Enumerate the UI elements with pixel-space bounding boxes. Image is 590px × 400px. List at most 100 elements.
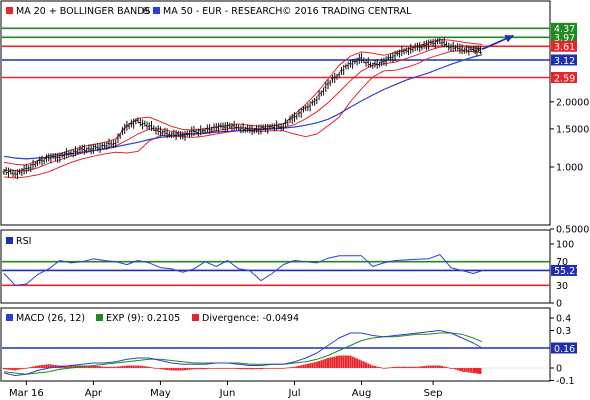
divergence-bar — [49, 364, 52, 368]
divergence-bar — [47, 364, 50, 368]
divergence-bar — [14, 368, 17, 371]
y-tick-label: 0.5000 — [556, 225, 589, 236]
level-tag-text-2-59: 2.59 — [554, 73, 575, 84]
divergence-bar — [458, 368, 461, 371]
divergence-bar — [219, 368, 222, 369]
divergence-bar — [204, 368, 207, 370]
divergence-bar — [385, 367, 388, 369]
divergence-bar — [324, 358, 327, 368]
divergence-bar — [161, 368, 164, 370]
divergence-bar — [472, 368, 475, 373]
y-tick-label: 0 — [556, 364, 562, 375]
signal-line — [3, 332, 483, 375]
divergence-bar — [16, 368, 19, 370]
level-tag-55-21 — [551, 264, 577, 276]
divergence-bar — [414, 366, 417, 368]
level-tag-0-16 — [551, 342, 577, 354]
divergence-bar — [327, 358, 330, 368]
divergence-bar — [45, 364, 48, 368]
divergence-bar — [237, 368, 240, 370]
divergence-bar — [387, 367, 390, 369]
divergence-bar — [244, 368, 247, 370]
divergence-bar — [119, 366, 122, 368]
divergence-bar — [105, 366, 108, 368]
divergence-bar — [228, 368, 231, 369]
divergence-bar — [273, 368, 276, 369]
divergence-bar — [108, 366, 111, 368]
divergence-bar — [199, 368, 202, 370]
divergence-bar — [188, 368, 191, 370]
macd-legend: MACD (26, 12) EXP (9): 0.2105 Divergence… — [6, 313, 299, 324]
price-lines — [2, 34, 514, 180]
rsi-line — [3, 254, 483, 286]
legend-label-ma20: MA 20 + BOLLINGER BANDS — [16, 6, 151, 17]
divergence-bar — [302, 364, 305, 368]
divergence-bar — [184, 368, 187, 371]
divergence-bar — [230, 368, 233, 369]
level-tag-text-0-16: 0.16 — [554, 344, 575, 355]
divergence-bar — [181, 368, 184, 371]
divergence-bar — [146, 366, 149, 368]
divergence-bar — [217, 368, 220, 369]
divergence-bar — [358, 359, 361, 368]
divergence-bar — [96, 366, 99, 368]
divergence-bar — [438, 365, 441, 368]
divergence-bar — [76, 365, 79, 368]
divergence-bar — [391, 367, 394, 368]
divergence-bar — [396, 366, 399, 368]
divergence-bar — [282, 368, 285, 369]
divergence-bar — [3, 368, 5, 370]
divergence-bar — [134, 365, 137, 368]
divergence-bar — [103, 366, 106, 368]
divergence-bar — [23, 368, 26, 369]
divergence-bar — [452, 368, 455, 369]
y-tick-label: 1.5000 — [556, 124, 589, 135]
divergence-bar — [295, 366, 298, 368]
divergence-bar — [197, 368, 200, 370]
divergence-bar — [329, 357, 332, 368]
divergence-bar — [441, 366, 444, 368]
divergence-bar — [121, 366, 124, 368]
level-tag-4-37 — [551, 22, 577, 34]
rsi-legend-swatch — [6, 237, 13, 244]
divergence-bar — [418, 366, 421, 368]
divergence-bar — [306, 363, 309, 368]
y-tick-label: 2.0000 — [556, 97, 589, 108]
x-tick-label: Aug — [352, 388, 372, 399]
divergence-bar — [239, 368, 242, 370]
divergence-bar — [116, 366, 119, 368]
divergence-bar — [87, 365, 90, 368]
divergence-bar — [94, 365, 97, 368]
y-tick-label: -0.1 — [556, 376, 575, 387]
divergence-bar — [186, 368, 189, 370]
divergence-bar — [11, 368, 14, 371]
divergence-bar — [389, 367, 392, 369]
divergence-bar — [277, 368, 280, 369]
divergence-bar — [137, 365, 140, 368]
divergence-bar — [382, 368, 385, 369]
divergence-bar — [477, 368, 480, 374]
divergence-bar — [432, 365, 435, 368]
divergence-bar — [322, 359, 325, 368]
divergence-bar — [405, 366, 408, 368]
divergence-bar — [320, 360, 323, 368]
divergence-bar — [213, 368, 216, 369]
divergence-bar — [371, 365, 374, 368]
divergence-bar — [304, 364, 307, 368]
level-tag-3-12 — [551, 54, 577, 66]
divergence-bar — [369, 364, 372, 368]
divergence-bar — [362, 361, 365, 368]
divergence-bar — [206, 368, 209, 369]
level-tag-text-3-97: 3.97 — [554, 33, 575, 44]
price-legend: MA 20 + BOLLINGER BANDS ® MA 50 - EUR - … — [6, 6, 412, 17]
divergence-bar — [74, 365, 77, 368]
divergence-bar — [166, 368, 169, 370]
divergence-bar — [159, 368, 162, 370]
divergence-bar — [340, 355, 343, 368]
divergence-bar — [423, 366, 426, 368]
divergence-bar — [246, 368, 249, 370]
divergence-bar — [52, 364, 55, 368]
divergence-bar — [101, 366, 104, 368]
divergence-bar — [112, 366, 115, 368]
